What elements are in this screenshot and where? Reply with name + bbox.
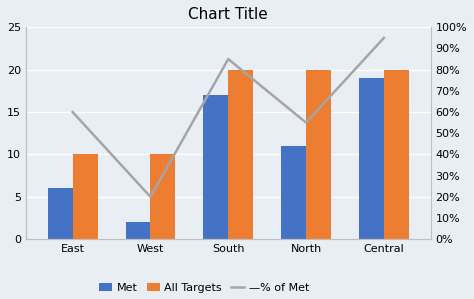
Title: Chart Title: Chart Title [188,7,268,22]
Bar [126,222,150,239]
Bar [73,154,98,239]
Bar [203,95,228,239]
Bar [384,70,409,239]
Bar [48,188,73,239]
Legend: Met, All Targets, —% of Met: Met, All Targets, —% of Met [94,279,313,298]
Bar [150,154,175,239]
Bar [306,70,331,239]
Bar [359,78,384,239]
Bar [228,70,253,239]
Bar [281,146,306,239]
